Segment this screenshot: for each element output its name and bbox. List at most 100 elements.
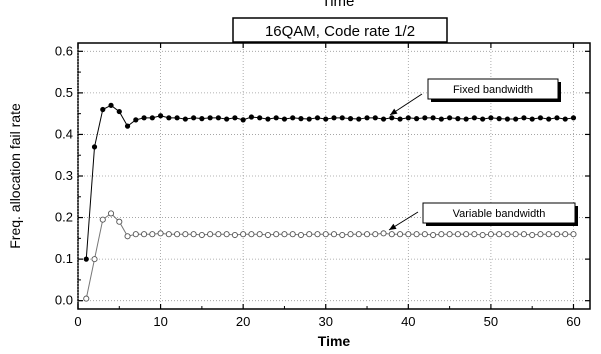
data-point: [281, 231, 288, 238]
data-point: [116, 218, 123, 225]
data-point: [257, 115, 263, 121]
data-point: [91, 256, 98, 263]
data-point: [454, 231, 461, 238]
data-point: [347, 116, 354, 122]
data-point: [265, 116, 271, 122]
data-point: [397, 116, 403, 122]
data-point: [182, 231, 189, 238]
data-point: [99, 216, 106, 223]
data-point: [232, 115, 238, 121]
data-point: [248, 231, 255, 238]
data-point: [297, 231, 305, 239]
data-point: [290, 115, 296, 121]
annotation-arrowhead: [390, 108, 398, 115]
data-point: [323, 116, 329, 122]
data-point: [529, 231, 536, 239]
data-point: [273, 115, 279, 121]
data-point: [529, 116, 535, 122]
data-point: [504, 231, 511, 238]
series-variable-bandwidth: [83, 210, 577, 302]
data-point: [83, 295, 90, 302]
data-point: [355, 231, 362, 238]
data-point: [240, 117, 246, 123]
data-point: [306, 231, 313, 238]
data-point: [157, 113, 164, 119]
data-point: [463, 116, 469, 122]
data-point: [207, 115, 213, 121]
y-tick-label: 0.0: [55, 293, 73, 308]
data-point: [223, 231, 230, 238]
data-point: [248, 114, 255, 120]
data-point: [330, 231, 338, 238]
top-label: Time: [322, 0, 355, 10]
data-point: [264, 231, 271, 239]
data-point: [545, 231, 552, 238]
x-tick-label: 10: [153, 314, 167, 329]
data-point: [413, 231, 420, 238]
data-point: [562, 116, 568, 122]
data-point: [149, 231, 156, 238]
data-point: [132, 231, 139, 238]
data-point: [388, 231, 395, 238]
data-point: [554, 115, 560, 121]
data-point: [322, 231, 329, 238]
data-point: [107, 210, 115, 217]
data-point: [438, 231, 445, 238]
data-point: [108, 102, 114, 108]
data-point: [339, 231, 346, 239]
data-point: [447, 115, 453, 121]
x-tick-label: 60: [566, 314, 580, 329]
data-point: [256, 231, 263, 238]
data-point: [356, 116, 362, 122]
data-point: [215, 115, 221, 121]
data-point: [240, 231, 247, 238]
data-point: [421, 231, 428, 238]
x-axis-label: Time: [318, 333, 351, 349]
data-point: [397, 231, 404, 238]
annotation-label: Fixed bandwidth: [453, 84, 533, 96]
y-tick-label: 0.6: [55, 43, 73, 58]
data-point: [455, 116, 461, 122]
data-point: [141, 231, 148, 238]
data-point: [133, 117, 139, 123]
y-tick-label: 0.3: [55, 168, 73, 183]
data-point: [363, 231, 371, 238]
data-point: [372, 115, 378, 121]
annotation-arrowhead: [389, 223, 397, 230]
data-point: [512, 231, 519, 238]
y-axis-label: Freq. allocation fail rate: [7, 103, 23, 249]
data-point: [157, 230, 164, 237]
data-point: [488, 115, 494, 121]
y-tick-label: 0.4: [55, 126, 73, 141]
data-point: [513, 116, 519, 122]
data-point: [306, 116, 312, 122]
data-point: [100, 106, 106, 113]
annotation-box: [422, 202, 576, 224]
data-point: [570, 231, 577, 238]
data-point: [165, 231, 172, 238]
data-point: [553, 231, 561, 238]
data-point: [347, 231, 354, 238]
data-point: [166, 115, 172, 121]
chart-title-box: 16QAM, Code rate 1/2: [232, 17, 448, 43]
data-point: [496, 231, 503, 238]
data-point: [124, 233, 131, 240]
data-point: [289, 231, 296, 238]
data-point: [199, 116, 205, 122]
data-point: [372, 231, 379, 238]
y-tick-label: 0.2: [55, 210, 73, 225]
series-layer: [83, 102, 577, 302]
data-point: [422, 115, 428, 121]
data-point: [224, 116, 230, 122]
data-point: [380, 116, 387, 122]
data-point: [430, 115, 436, 121]
chart-title-frame: [232, 17, 448, 43]
data-point: [463, 231, 470, 238]
data-point: [198, 231, 205, 239]
data-point: [331, 115, 337, 121]
data-point: [215, 231, 222, 238]
data-point: [438, 116, 444, 122]
data-point: [124, 123, 131, 129]
data-point: [116, 108, 122, 115]
